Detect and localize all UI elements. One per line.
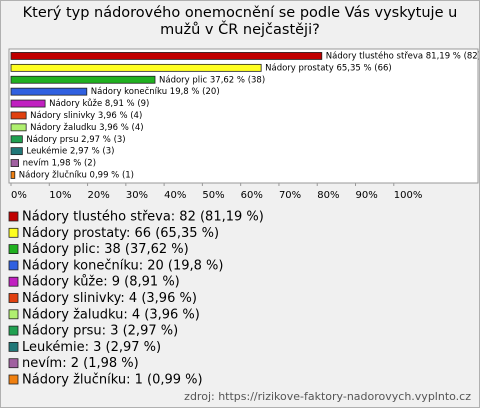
bar xyxy=(10,171,16,179)
x-tick-label: 30% xyxy=(126,190,148,201)
value-label: Nádory plic 37,62 % (38) xyxy=(159,75,265,85)
bar xyxy=(10,147,23,156)
source: zdroj: https://rizikove-faktory-nadorovy… xyxy=(184,390,471,403)
x-tick-label: 0% xyxy=(11,190,27,201)
chart-title: Který typ nádorového onemocnění se podle… xyxy=(22,5,458,38)
legend-label: Nádory slinivky: 4 (3,96 %) xyxy=(22,291,197,306)
legend-swatch xyxy=(8,227,19,238)
legend-swatch xyxy=(8,211,19,222)
value-label: Nádory žaludku 3,96 % (4) xyxy=(30,123,143,133)
legend-swatch xyxy=(8,309,19,320)
x-tick-label: 70% xyxy=(279,190,301,201)
x-tick-label: 20% xyxy=(88,190,110,201)
legend-swatch xyxy=(8,244,19,255)
legend-label: Nádory prostaty: 66 (65,35 %) xyxy=(22,226,219,241)
bar xyxy=(10,75,156,84)
legend-swatch xyxy=(8,293,19,303)
x-tick-label: 80% xyxy=(317,190,339,201)
value-label: Nádory žlučníku 0,99 % (1) xyxy=(19,169,134,180)
value-label: nevím 1,98 % (2) xyxy=(23,159,96,169)
legend-label: nevím: 2 (1,98 %) xyxy=(22,356,139,371)
bar xyxy=(10,159,19,167)
legend-swatch xyxy=(8,341,19,352)
x-tick-label: 40% xyxy=(164,190,186,201)
bar xyxy=(10,52,323,60)
bar xyxy=(10,63,262,72)
legend-swatch xyxy=(8,374,19,385)
legend-swatch xyxy=(8,358,19,369)
value-label: Nádory tlustého střeva 81,19 % (82) xyxy=(326,50,479,61)
legend-label: Nádory žaludku: 4 (3,96 %) xyxy=(22,307,200,322)
legend-swatch xyxy=(8,276,19,287)
legend-label: Nádory žlučníku: 1 (0,99 %) xyxy=(22,373,203,388)
value-label: Nádory prostaty 65,35 % (66) xyxy=(265,63,392,73)
x-tick-label: 100% xyxy=(394,190,423,201)
x-tick-label: 10% xyxy=(49,190,71,201)
bar xyxy=(10,123,27,132)
bar xyxy=(10,111,27,120)
legend-swatch xyxy=(8,260,19,271)
legend-label: Nádory plic: 38 (37,62 %) xyxy=(22,242,189,257)
legend-label: Nádory tlustého střeva: 82 (81,19 %) xyxy=(22,210,264,225)
legend-label: Nádory prsu: 3 (2,97 %) xyxy=(22,324,178,339)
legend-label: Nádory kůže: 9 (8,91 %) xyxy=(22,275,180,290)
bar xyxy=(10,99,46,108)
bar xyxy=(10,135,23,144)
legend-swatch xyxy=(8,325,19,336)
x-tick-label: 60% xyxy=(241,190,263,201)
bar xyxy=(10,87,88,96)
value-label: Leukémie 2,97 % (3) xyxy=(26,146,114,157)
legend-label: Leukémie: 3 (2,97 %) xyxy=(22,340,161,355)
value-label: Nádory kůže 8,91 % (9) xyxy=(49,98,149,109)
x-tick-label: 50% xyxy=(202,190,224,201)
legend-label: Nádory konečníku: 20 (19,8 %) xyxy=(22,258,223,273)
value-label: Nádory konečníku 19,8 % (20) xyxy=(91,86,220,97)
value-label: Nádory slinivky 3,96 % (4) xyxy=(30,111,142,121)
x-tick-label: 90% xyxy=(356,190,378,201)
value-label: Nádory prsu 2,97 % (3) xyxy=(26,135,125,145)
